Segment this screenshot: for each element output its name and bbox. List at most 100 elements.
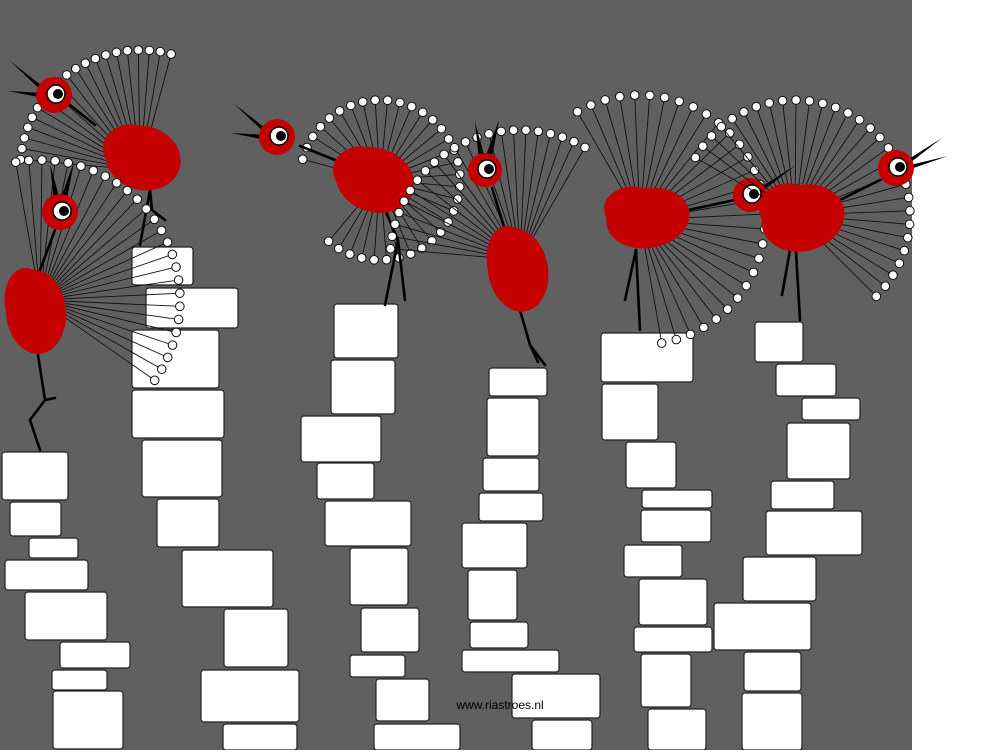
feather-bead	[443, 134, 454, 144]
stone-block	[647, 708, 707, 751]
stone-block	[713, 602, 812, 651]
stone-block	[324, 500, 412, 547]
stone-block	[51, 669, 108, 691]
feather-bead	[76, 161, 86, 171]
stone-block	[349, 654, 406, 678]
feather-bead	[63, 158, 73, 168]
stone-block	[333, 303, 399, 359]
stone-block	[638, 578, 708, 626]
bird-neck	[490, 186, 507, 232]
stone-block	[222, 723, 298, 751]
stone-block	[141, 439, 223, 498]
feather-bead	[706, 131, 717, 141]
feather-bead	[387, 231, 397, 242]
stone-block	[200, 669, 300, 723]
feather-bead	[871, 291, 882, 302]
feather-bead	[149, 375, 160, 386]
stone-block	[330, 359, 396, 415]
stone-column	[600, 332, 713, 751]
feather-bead	[533, 126, 544, 137]
feather-bead	[843, 108, 853, 118]
feather-bead	[27, 112, 37, 123]
feather-bead	[508, 125, 519, 135]
stone-block	[316, 462, 375, 500]
feather-bead	[308, 131, 318, 142]
feather-bead	[741, 280, 752, 291]
feather-bead	[405, 185, 416, 196]
bird	[572, 90, 802, 348]
feather-bead	[580, 142, 590, 153]
feather-bead	[436, 123, 447, 134]
feather-bead	[346, 100, 356, 111]
feather-bead	[572, 106, 583, 117]
feather-bead	[162, 352, 173, 363]
feather-bead	[854, 115, 865, 125]
feather-bead	[111, 178, 122, 188]
feather-bead	[132, 194, 143, 205]
feather-bead	[690, 152, 701, 163]
feather-bead	[460, 137, 471, 147]
feather-bead	[644, 90, 655, 101]
feather-bead	[19, 133, 30, 143]
feather-bead	[406, 101, 417, 112]
feather-bead	[600, 95, 610, 105]
feather-bead	[614, 91, 625, 102]
stone-block	[375, 678, 430, 722]
feather-bead	[323, 236, 334, 247]
stone-columns	[1, 246, 863, 751]
feather-fan	[10, 155, 185, 386]
feather-bead	[23, 155, 34, 166]
feather-bead	[875, 132, 885, 143]
feather-bead	[390, 219, 400, 230]
feather-bead	[149, 214, 160, 225]
feather-bead	[369, 254, 379, 265]
feather-bead	[100, 50, 111, 60]
feather-bead	[899, 245, 910, 256]
feather-bead	[162, 237, 173, 247]
bird-pupil	[895, 162, 905, 172]
bird-pupil	[53, 89, 63, 99]
feather	[39, 266, 177, 301]
bird-pupil	[276, 131, 286, 141]
feather-bead	[449, 142, 460, 153]
feather-bead	[382, 95, 393, 106]
stone-block	[765, 510, 863, 556]
feather-bead	[334, 106, 345, 116]
stone-block	[743, 651, 802, 692]
stone-block	[59, 641, 131, 669]
feather-bead	[743, 152, 753, 162]
stone-block	[9, 501, 62, 537]
feather-bead	[417, 107, 428, 118]
stone-block	[641, 489, 713, 509]
stone-block	[461, 522, 528, 569]
feather-bead	[297, 154, 308, 165]
feather-bead	[427, 115, 438, 125]
stone-block	[131, 389, 225, 439]
stone-block	[601, 383, 659, 441]
feather-bead	[521, 125, 531, 135]
feather-bead	[701, 109, 712, 119]
feather	[39, 230, 162, 301]
feather-bead	[37, 155, 47, 165]
feather-bead	[357, 97, 368, 107]
stone-block	[770, 480, 835, 510]
stone-block	[623, 544, 683, 578]
feather-bead	[381, 254, 392, 265]
feather-bead	[764, 98, 775, 108]
feather-bead	[141, 204, 152, 214]
feather-bead	[324, 113, 335, 123]
feather-bead	[122, 45, 133, 56]
feather-bead	[698, 141, 708, 152]
feather-bead	[659, 92, 670, 103]
stone-column	[1, 451, 131, 750]
feather-bead	[454, 169, 465, 180]
stone-block	[52, 690, 124, 750]
feather-bead	[171, 262, 181, 272]
feather-bead	[894, 258, 905, 269]
feather-bead	[656, 338, 667, 348]
bird	[385, 120, 590, 367]
feather-bead	[17, 143, 27, 154]
stone-block	[349, 547, 409, 606]
bird	[690, 95, 948, 322]
